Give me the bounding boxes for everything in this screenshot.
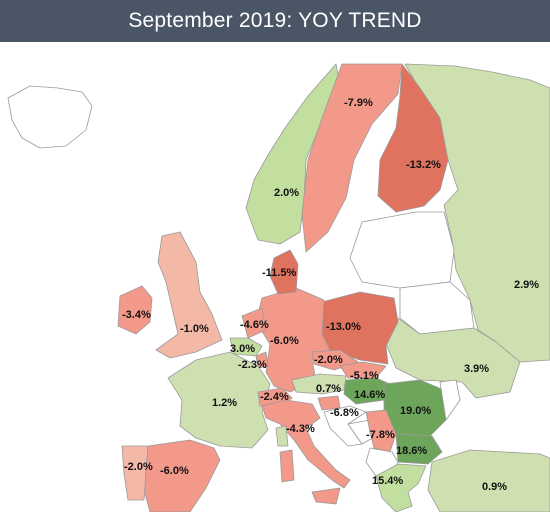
label-finland: -13.2% [406, 159, 441, 171]
country-turkey [427, 449, 550, 513]
label-netherlands: -4.6% [240, 319, 269, 331]
label-ireland: -3.4% [122, 309, 151, 321]
country-uk [155, 231, 223, 359]
label-russia: 2.9% [514, 279, 539, 291]
label-germany: -6.0% [270, 335, 299, 347]
label-sweden: -7.9% [344, 97, 373, 109]
label-belgium: 3.0% [230, 343, 255, 355]
label-czechia: -2.0% [314, 354, 343, 366]
label-luxembourg: -2.3% [238, 359, 267, 371]
country-sweden [301, 63, 403, 253]
map-title: September 2019: YOY TREND [128, 9, 422, 32]
country-finland [377, 63, 449, 213]
country-luxembourg [255, 351, 269, 369]
label-romania: 19.0% [400, 405, 431, 417]
country-belgium [229, 337, 263, 357]
country-ukraine [385, 317, 521, 399]
island-corsica [275, 425, 289, 447]
label-switzerland: -2.4% [260, 391, 289, 403]
label-denmark: -11.5% [262, 267, 296, 279]
country-greece [375, 463, 427, 513]
label-portugal: -2.0% [124, 461, 153, 473]
label-france: 1.2% [212, 397, 237, 409]
label-greece: 15.4% [372, 475, 403, 487]
label-spain: -6.0% [160, 465, 189, 477]
country-france [167, 351, 271, 449]
label-serbia: -7.8% [366, 429, 395, 441]
country-moldova [439, 379, 461, 421]
label-slovenia: -6.8% [330, 407, 359, 419]
country-iceland [7, 85, 93, 149]
europe-map [0, 42, 550, 513]
country-bulgaria [395, 433, 443, 465]
label-slovakia: -5.1% [350, 370, 379, 382]
country-ireland [117, 285, 153, 335]
label-ukraine: 3.9% [464, 363, 489, 375]
country-denmark [269, 249, 299, 295]
label-austria: 0.7% [316, 383, 341, 395]
country-netherlands [241, 307, 267, 339]
label-turkey: 0.9% [482, 481, 507, 493]
label-norway: 2.0% [274, 187, 299, 199]
label-italy: -4.3% [286, 423, 315, 435]
label-poland: -13.0% [326, 321, 361, 333]
country-austria [291, 373, 347, 395]
country-slovakia [339, 361, 387, 379]
label-uk: -1.0% [180, 323, 209, 335]
label-bulgaria: 18.6% [396, 445, 427, 457]
label-hungary: 14.6% [354, 389, 385, 401]
country-italy-sardinia [279, 449, 295, 483]
title-bar: September 2019: YOY TREND [0, 0, 550, 42]
country-italy-sicily [311, 487, 341, 505]
country-portugal [121, 445, 149, 501]
